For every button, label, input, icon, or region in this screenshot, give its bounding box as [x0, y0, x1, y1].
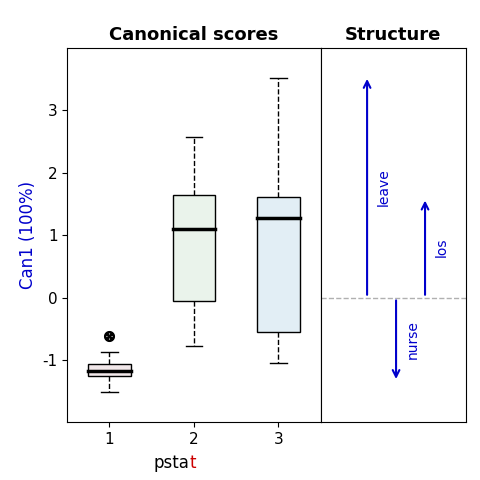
Y-axis label: Can1 (100%): Can1 (100%)	[19, 181, 37, 289]
Text: t: t	[189, 454, 196, 471]
Title: Structure: Structure	[345, 25, 441, 44]
Text: psta: psta	[153, 454, 189, 471]
Text: nurse: nurse	[406, 320, 420, 359]
Bar	[88, 364, 131, 375]
Text: los: los	[435, 238, 449, 257]
Text: leave: leave	[377, 168, 391, 206]
Title: Canonical scores: Canonical scores	[109, 25, 279, 44]
Bar	[257, 196, 300, 332]
Bar	[173, 195, 215, 300]
